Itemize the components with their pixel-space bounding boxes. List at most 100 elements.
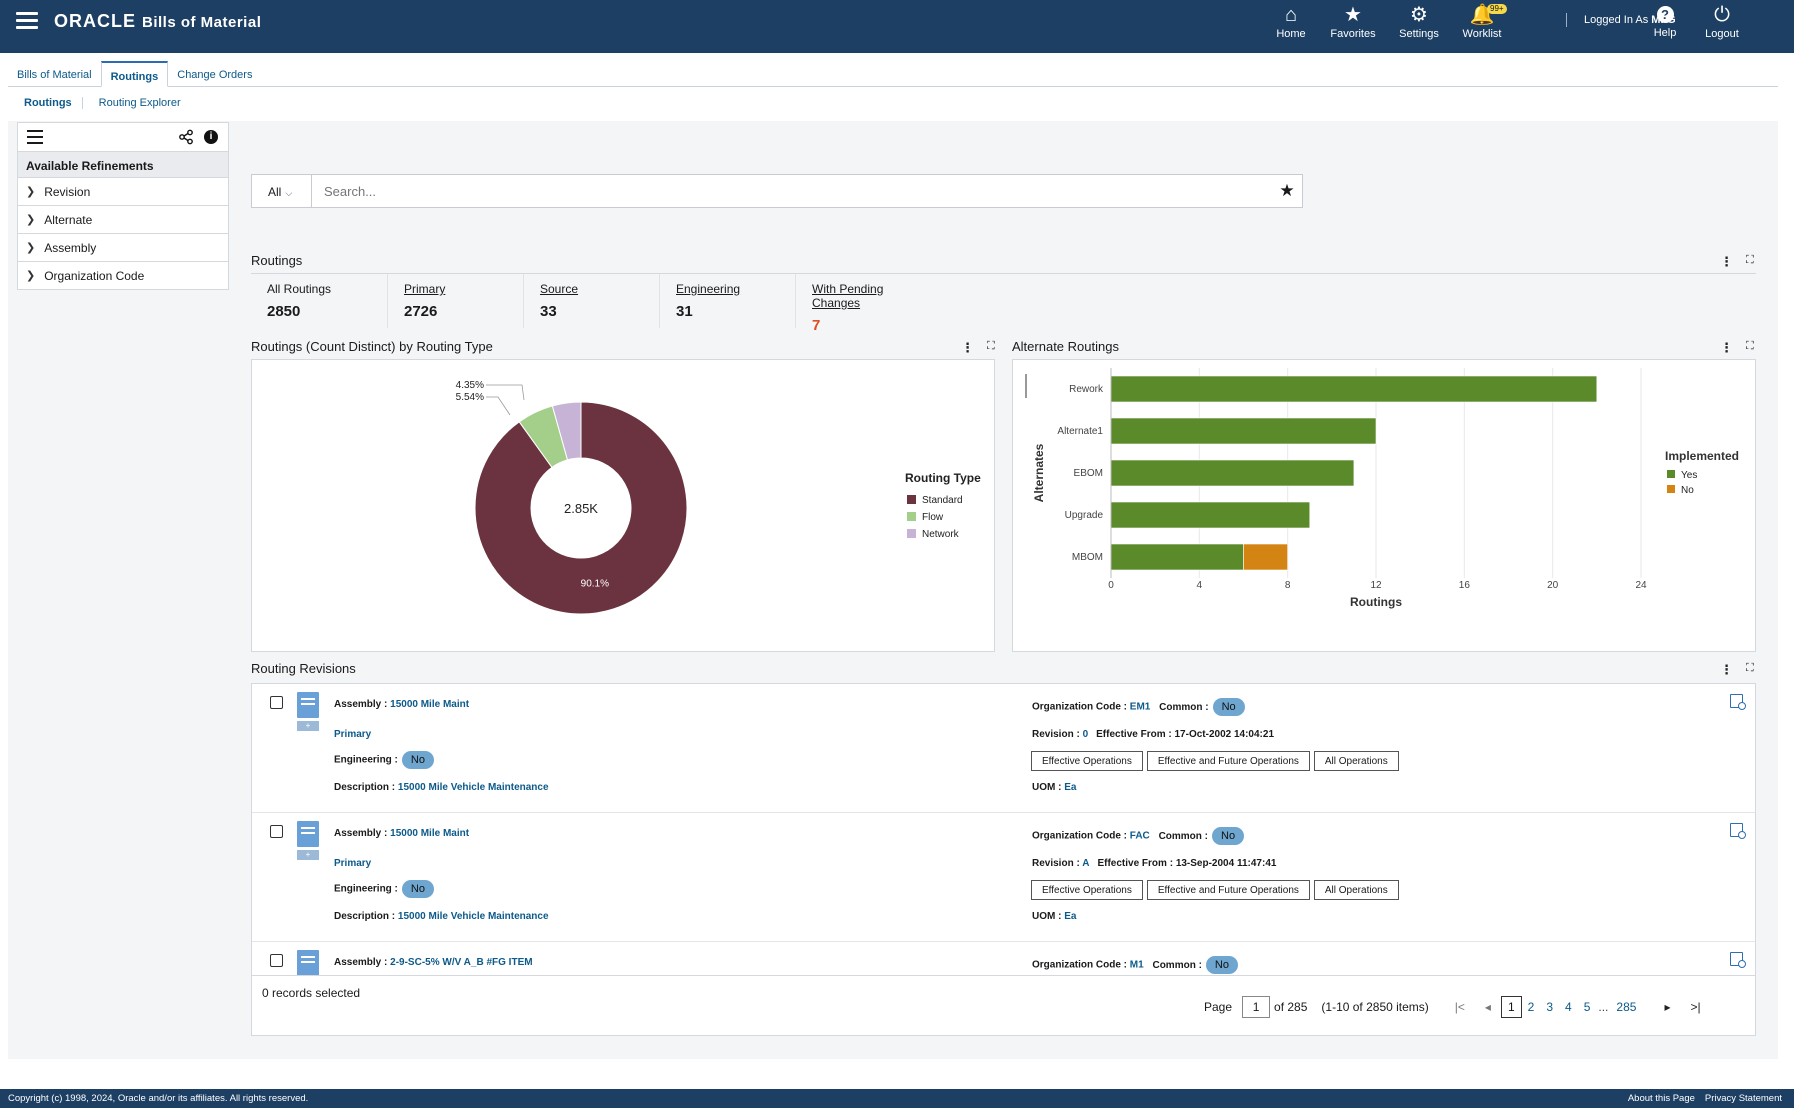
effective-future-operations-button[interactable]: Effective and Future Operations — [1146, 880, 1310, 900]
effective-operations-button[interactable]: Effective Operations — [1031, 751, 1143, 771]
metric-all-routings[interactable]: All Routings 2850 — [267, 282, 332, 320]
legend-label-yes[interactable]: Yes — [1681, 470, 1697, 481]
page-number-link[interactable]: 4 — [1565, 1000, 1572, 1014]
metric-pending-changes[interactable]: With Pending Changes 7 — [795, 274, 931, 334]
panel-menu-icon[interactable] — [27, 130, 43, 148]
revisions-title: Routing Revisions — [251, 661, 356, 676]
page-number-link[interactable]: 2 — [1527, 1000, 1535, 1014]
nav-label: Home — [1276, 28, 1306, 40]
page-number-link[interactable]: 3 — [1546, 1000, 1554, 1014]
share-icon[interactable] — [178, 129, 194, 149]
refinement-alternate[interactable]: ❯ Alternate — [17, 206, 229, 234]
legend-label-no[interactable]: No — [1681, 485, 1694, 496]
legend-swatch-yes — [1667, 470, 1675, 478]
revision-field: Revision : A Effective From : 13-Sep-2004… — [1032, 858, 1277, 869]
page-number-link[interactable]: 285 — [1616, 1000, 1637, 1014]
refinement-assembly[interactable]: ❯ Assembly — [17, 234, 229, 262]
logged-in-user: Logged In As MFG — [1584, 14, 1676, 26]
organization-link[interactable]: M1 — [1129, 959, 1144, 971]
last-page-icon[interactable]: >| — [1690, 1000, 1701, 1014]
bar-rework-yes[interactable] — [1110, 375, 1598, 403]
nav-worklist[interactable]: 🔔 99+ Worklist — [1447, 4, 1517, 40]
legend-label-network[interactable]: Network — [922, 529, 960, 540]
tab-routings[interactable]: Routings — [100, 61, 169, 87]
previous-page-icon[interactable]: ◂ — [1484, 1000, 1491, 1014]
refinement-organization-code[interactable]: ❯ Organization Code — [17, 262, 229, 290]
subtab-routing-explorer[interactable]: Routing Explorer — [98, 97, 181, 109]
saved-search-star-icon[interactable]: ★ — [1279, 181, 1295, 200]
nav-logout[interactable]: ⏻ Logout — [1687, 4, 1757, 40]
metric-source[interactable]: Source 33 — [523, 274, 659, 328]
revision-link[interactable]: 0 — [1082, 729, 1089, 740]
all-operations-button[interactable]: All Operations — [1313, 880, 1399, 900]
bar-mbom-yes[interactable] — [1110, 543, 1244, 571]
records-selected: 0 records selected — [262, 986, 361, 1000]
nav-settings[interactable]: ⚙ Settings — [1384, 4, 1454, 40]
subtab-routings[interactable]: Routings — [8, 97, 83, 109]
effective-future-operations-button[interactable]: Effective and Future Operations — [1146, 751, 1310, 771]
search-input[interactable] — [312, 175, 1272, 207]
bar-alternate1-yes[interactable] — [1110, 417, 1377, 445]
search-scope-select[interactable]: All ⌵ — [252, 175, 312, 207]
fullscreen-icon[interactable]: ⛶ — [1746, 340, 1754, 352]
revision-field: Revision : 0 Effective From : 17-Oct-2002… — [1032, 729, 1275, 740]
fullscreen-icon[interactable]: ⛶ — [987, 340, 995, 352]
bar-legend-title: Implemented — [1665, 449, 1739, 463]
oracle-logo: ORACLE — [54, 11, 136, 31]
metric-engineering[interactable]: Engineering 31 — [659, 274, 795, 328]
view-details-icon[interactable] — [1730, 823, 1746, 839]
row-select-checkbox[interactable] — [270, 954, 283, 967]
page-number-link[interactable]: 1 — [1500, 996, 1522, 1018]
nav-home[interactable]: ⌂ Home — [1256, 4, 1326, 40]
more-actions-icon[interactable]: ⋮ — [1720, 340, 1733, 355]
info-icon[interactable]: i — [204, 130, 218, 144]
legend-swatch-no — [1667, 485, 1675, 493]
fullscreen-icon[interactable]: ⛶ — [1746, 662, 1754, 674]
row-select-checkbox[interactable] — [270, 825, 283, 838]
bar-ebom-yes[interactable] — [1110, 459, 1355, 487]
y-axis-title: Alternates — [1032, 443, 1046, 502]
tab-change-orders[interactable]: Change Orders — [177, 69, 253, 81]
about-page-link[interactable]: About this Page — [1627, 1093, 1695, 1104]
assembly-link[interactable]: 2-9-SC-5% W/V A_B #FG ITEM — [390, 957, 533, 968]
page-input[interactable]: 1 — [1242, 996, 1271, 1018]
page-range: (1-10 of 2850 items) — [1321, 1000, 1429, 1014]
x-tick-label: 16 — [1459, 580, 1471, 591]
view-details-icon[interactable] — [1730, 952, 1746, 968]
tab-bills-of-material[interactable]: Bills of Material — [17, 69, 92, 81]
slice-label-standard: 90.1% — [581, 578, 609, 589]
slice-network[interactable] — [551, 401, 582, 461]
privacy-statement-link[interactable]: Privacy Statement — [1704, 1093, 1782, 1104]
revision-link[interactable]: A — [1082, 858, 1090, 869]
page-number-link[interactable]: 5 — [1583, 1000, 1591, 1014]
view-details-icon[interactable] — [1730, 694, 1746, 710]
legend-label-flow[interactable]: Flow — [922, 512, 944, 523]
refinements-title: Available Refinements — [17, 152, 229, 178]
refinement-revision[interactable]: ❯ Revision — [17, 178, 229, 206]
organization-link[interactable]: EM1 — [1129, 701, 1151, 713]
organization-link[interactable]: FAC — [1129, 830, 1150, 842]
y-category-label: Rework — [1069, 384, 1104, 395]
bar-upgrade-yes[interactable] — [1110, 501, 1311, 529]
more-actions-icon[interactable]: ⋮ — [961, 340, 974, 355]
metric-primary[interactable]: Primary 2726 — [387, 274, 523, 328]
assembly-link[interactable]: 15000 Mile Maint — [390, 828, 470, 839]
next-page-icon[interactable]: ▸ — [1664, 1000, 1671, 1014]
navigator-menu-icon[interactable] — [16, 12, 38, 30]
first-page-icon[interactable]: |< — [1454, 1000, 1465, 1014]
fullscreen-icon[interactable]: ⛶ — [1746, 254, 1754, 266]
global-header: ORACLE Bills of Material ⌂ Home ★ Favorites… — [0, 0, 1794, 53]
assembly-link[interactable]: 15000 Mile Maint — [390, 699, 470, 710]
nav-favorites[interactable]: ★ Favorites — [1318, 4, 1388, 40]
row-select-checkbox[interactable] — [270, 696, 283, 709]
all-operations-button[interactable]: All Operations — [1313, 751, 1399, 771]
uom-field: UOM : Ea — [1032, 782, 1077, 793]
bar-mbom-no[interactable] — [1243, 543, 1288, 571]
nav-help[interactable]: ? Help — [1630, 4, 1700, 39]
more-actions-icon[interactable]: ⋮ — [1720, 662, 1733, 677]
legend-label-standard[interactable]: Standard — [922, 495, 963, 506]
effective-operations-button[interactable]: Effective Operations — [1031, 880, 1143, 900]
slice-standard[interactable] — [474, 401, 688, 615]
more-actions-icon[interactable]: ⋮ — [1720, 254, 1733, 269]
copyright: Copyright (c) 1998, 2024, Oracle and/or … — [8, 1093, 309, 1104]
